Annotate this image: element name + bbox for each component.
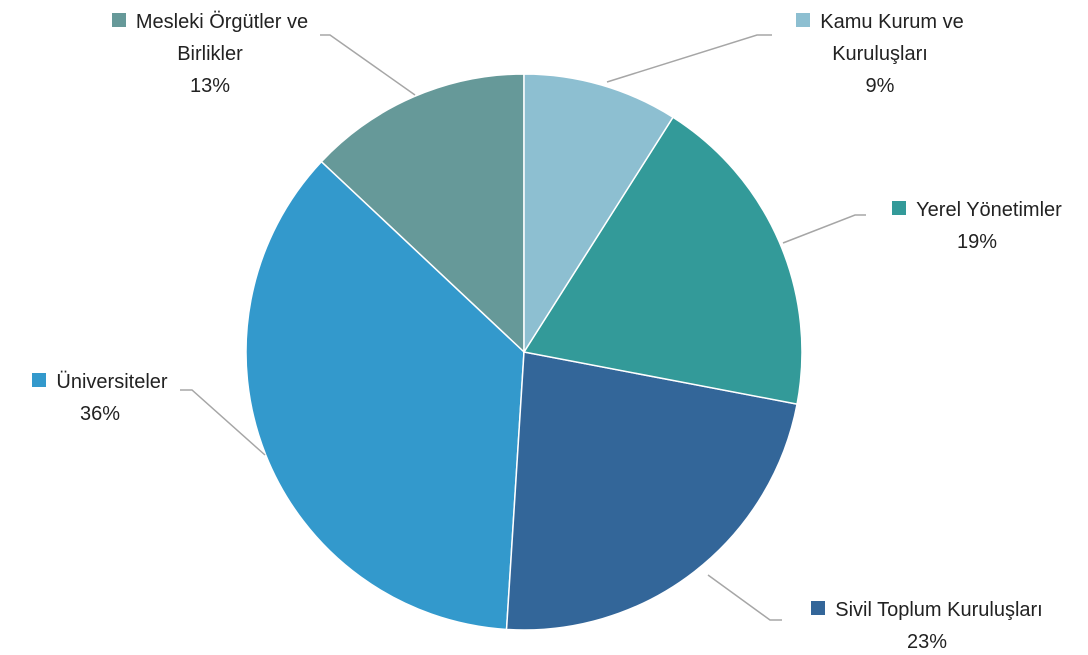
category-name: Yerel Yönetimler (916, 199, 1062, 221)
slice-label: Üniversiteler 36% (10, 366, 190, 430)
category-name: Kamu Kurum ve Kuruluşları (820, 11, 964, 65)
pie-slice (320, 73, 525, 354)
legend-swatch (111, 13, 126, 27)
pie-slice (522, 116, 803, 405)
value-label: 36% (79, 403, 121, 425)
category-name: Sivil Toplum Kuruluşları (835, 599, 1043, 621)
slice-label: Sivil Toplum Kuruluşları 23% (782, 594, 1072, 655)
leader-line (320, 34, 416, 96)
leader-line (180, 389, 266, 456)
pie-slice (505, 351, 798, 631)
value-label: 9% (865, 75, 895, 97)
slice-label: Yerel Yönetimler 19% (866, 194, 1088, 258)
leader-line (782, 214, 866, 244)
leader-lines (180, 34, 866, 621)
legend-swatch (892, 201, 907, 215)
legend-swatch (811, 601, 826, 615)
category-name: Üniversiteler (56, 371, 168, 393)
value-label: 23% (906, 631, 948, 653)
legend-swatch (796, 13, 811, 27)
slice-label: Kamu Kurum ve Kuruluşları 9% (770, 6, 990, 102)
leader-line (606, 34, 772, 83)
category-name: Mesleki Örgütler ve Birlikler (135, 11, 309, 65)
slice-label: Mesleki Örgütler ve Birlikler 13% (80, 6, 340, 102)
value-label: 13% (189, 75, 231, 97)
pie-slice (523, 73, 674, 355)
leader-line (707, 574, 782, 621)
legend-swatch (32, 373, 47, 387)
value-label: 19% (956, 231, 998, 253)
pie-slice (245, 160, 525, 631)
